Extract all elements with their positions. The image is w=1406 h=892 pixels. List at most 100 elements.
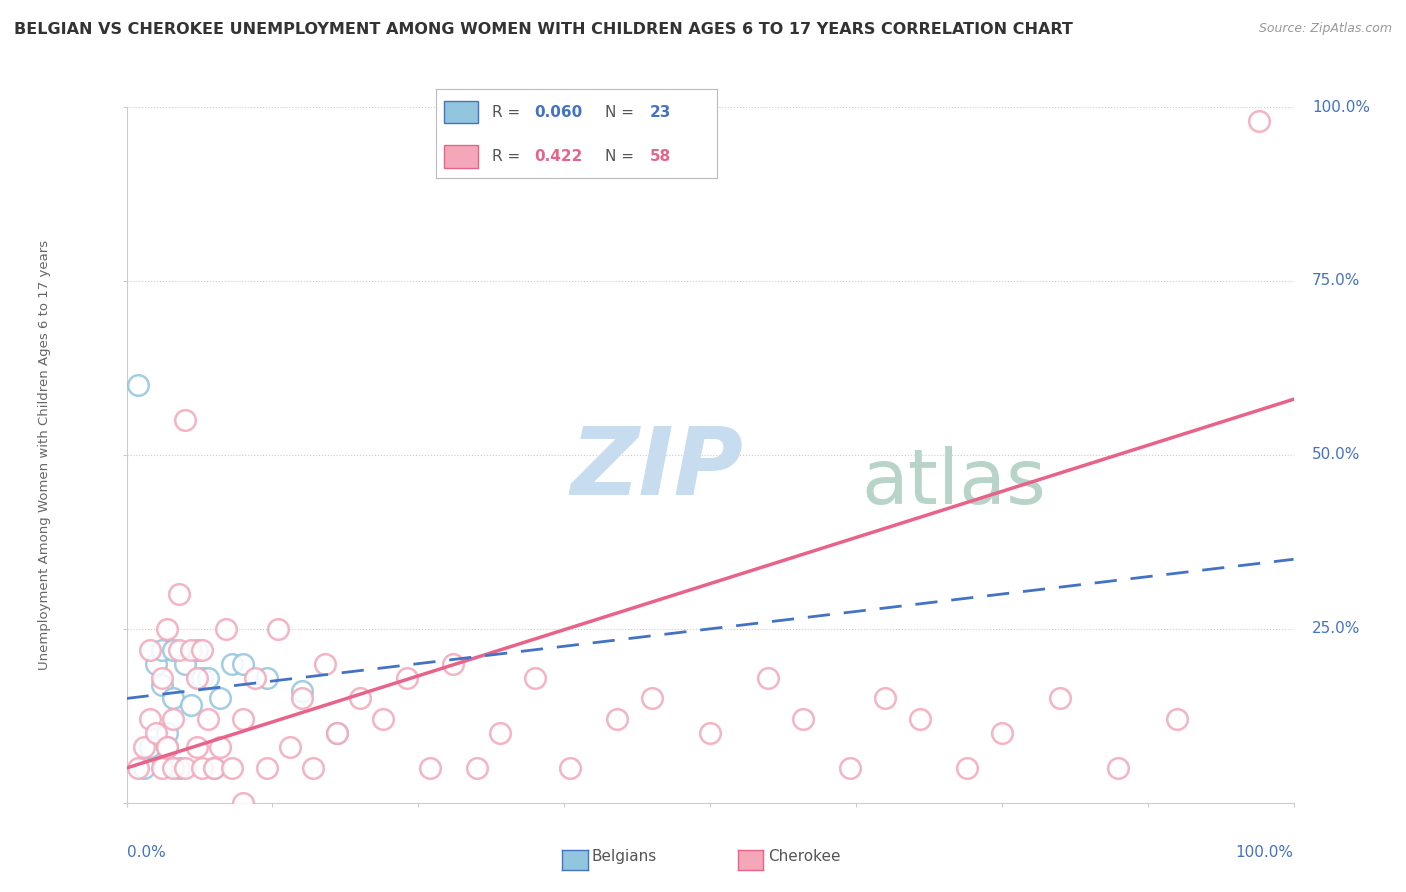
Point — [756, 671, 779, 685]
Text: atlas: atlas — [862, 446, 1046, 520]
Point — [232, 657, 254, 671]
Point — [1247, 114, 1270, 128]
Point — [419, 761, 441, 775]
Point — [839, 761, 862, 775]
Text: 100.0%: 100.0% — [1312, 100, 1369, 114]
Point — [191, 642, 214, 657]
Point — [139, 740, 162, 755]
Point — [232, 796, 254, 810]
Point — [325, 726, 347, 740]
Point — [150, 642, 173, 657]
Text: R =: R = — [492, 105, 526, 120]
Point — [180, 642, 202, 657]
Text: 25.0%: 25.0% — [1312, 622, 1361, 636]
Point — [202, 761, 225, 775]
Point — [197, 671, 219, 685]
Point — [208, 740, 231, 755]
Point — [162, 642, 184, 657]
Point — [174, 657, 197, 671]
Point — [558, 761, 581, 775]
Text: N =: N = — [605, 150, 638, 164]
Point — [167, 761, 190, 775]
Point — [990, 726, 1012, 740]
Point — [174, 761, 197, 775]
Point — [1049, 691, 1071, 706]
Point — [132, 740, 155, 755]
Point — [221, 761, 243, 775]
Point — [441, 657, 464, 671]
Point — [162, 691, 184, 706]
Point — [156, 622, 179, 636]
Point — [699, 726, 721, 740]
Point — [150, 671, 173, 685]
Point — [174, 413, 197, 427]
Text: N =: N = — [605, 105, 638, 120]
Point — [191, 671, 214, 685]
Point — [278, 740, 301, 755]
Text: BELGIAN VS CHEROKEE UNEMPLOYMENT AMONG WOMEN WITH CHILDREN AGES 6 TO 17 YEARS CO: BELGIAN VS CHEROKEE UNEMPLOYMENT AMONG W… — [14, 22, 1073, 37]
Text: Source: ZipAtlas.com: Source: ZipAtlas.com — [1258, 22, 1392, 36]
Point — [180, 698, 202, 713]
Point — [373, 712, 395, 726]
Point — [186, 671, 208, 685]
Point — [186, 642, 208, 657]
Point — [232, 712, 254, 726]
Point — [256, 671, 278, 685]
Text: 100.0%: 100.0% — [1236, 845, 1294, 860]
Point — [1166, 712, 1188, 726]
Point — [875, 691, 897, 706]
Point — [202, 761, 225, 775]
Point — [524, 671, 547, 685]
Point — [314, 657, 336, 671]
Point — [132, 761, 155, 775]
Point — [150, 761, 173, 775]
Point — [325, 726, 347, 740]
Point — [186, 740, 208, 755]
Text: 58: 58 — [650, 150, 671, 164]
Text: 50.0%: 50.0% — [1312, 448, 1361, 462]
Point — [156, 740, 179, 755]
Point — [215, 622, 238, 636]
Point — [792, 712, 814, 726]
Point — [221, 657, 243, 671]
Point — [127, 761, 149, 775]
Point — [127, 378, 149, 392]
Point — [167, 642, 190, 657]
Point — [302, 761, 325, 775]
Text: R =: R = — [492, 150, 526, 164]
Point — [349, 691, 371, 706]
Point — [162, 712, 184, 726]
Point — [256, 761, 278, 775]
Point — [290, 691, 312, 706]
Point — [1108, 761, 1130, 775]
Point — [167, 587, 190, 601]
Point — [267, 622, 290, 636]
Point — [145, 657, 167, 671]
Point — [197, 712, 219, 726]
Point — [208, 691, 231, 706]
Point — [150, 677, 173, 691]
Text: 0.060: 0.060 — [534, 105, 582, 120]
Text: ZIP: ZIP — [569, 423, 742, 515]
Text: 0.422: 0.422 — [534, 150, 582, 164]
Point — [156, 726, 179, 740]
Point — [139, 642, 162, 657]
FancyBboxPatch shape — [444, 101, 478, 123]
Point — [956, 761, 979, 775]
FancyBboxPatch shape — [444, 145, 478, 168]
Point — [156, 740, 179, 755]
Point — [908, 712, 931, 726]
Point — [606, 712, 628, 726]
Point — [640, 691, 664, 706]
Point — [290, 684, 312, 698]
Point — [139, 712, 162, 726]
Point — [243, 671, 266, 685]
Point — [395, 671, 418, 685]
Point — [145, 726, 167, 740]
Text: Cherokee: Cherokee — [768, 849, 841, 863]
Point — [191, 761, 214, 775]
Point — [162, 761, 184, 775]
Point — [465, 761, 488, 775]
Text: 23: 23 — [650, 105, 671, 120]
Text: Belgians: Belgians — [592, 849, 657, 863]
